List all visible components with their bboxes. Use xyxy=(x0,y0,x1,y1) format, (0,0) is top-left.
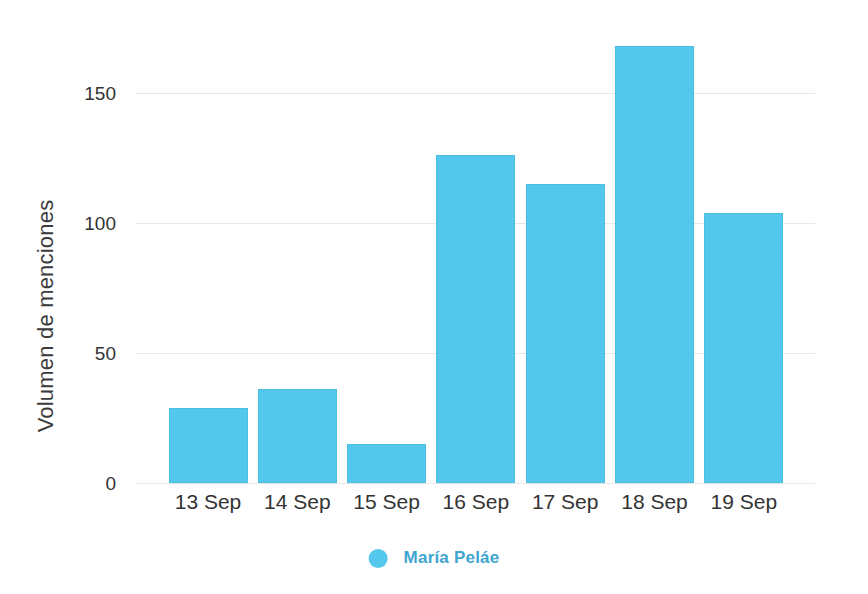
bar-18-sep[interactable] xyxy=(615,46,694,483)
legend: María Peláe xyxy=(369,548,500,568)
x-tick-label-17-sep: 17 Sep xyxy=(532,490,599,514)
x-tick-label-15-sep: 15 Sep xyxy=(353,490,420,514)
x-tick-label-13-sep: 13 Sep xyxy=(175,490,242,514)
x-tick-label-19-sep: 19 Sep xyxy=(711,490,778,514)
bar-14-sep[interactable] xyxy=(258,389,337,483)
y-tick-label-50: 50 xyxy=(95,344,116,363)
bar-17-sep[interactable] xyxy=(526,184,605,483)
chart-panel: Volumen de menciones 0 50 100 150 13 Sep 14 S… xyxy=(0,0,868,594)
legend-label: María Peláe xyxy=(404,548,500,568)
y-axis-title: Volumen de menciones xyxy=(33,200,59,433)
x-tick-label-16-sep: 16 Sep xyxy=(443,490,510,514)
x-tick-label-18-sep: 18 Sep xyxy=(621,490,688,514)
x-tick-label-14-sep: 14 Sep xyxy=(264,490,331,514)
legend-item[interactable]: María Peláe xyxy=(369,548,500,568)
y-tick-label-0: 0 xyxy=(105,474,116,493)
gridline-150 xyxy=(136,93,815,94)
bar-16-sep[interactable] xyxy=(436,155,515,483)
y-tick-label-150: 150 xyxy=(84,84,116,103)
bar-13-sep[interactable] xyxy=(169,408,248,483)
bar-19-sep[interactable] xyxy=(704,213,783,483)
legend-dot-icon xyxy=(369,549,388,568)
bar-15-sep[interactable] xyxy=(347,444,426,483)
gridline-0 xyxy=(136,483,815,484)
y-tick-label-100: 100 xyxy=(84,214,116,233)
